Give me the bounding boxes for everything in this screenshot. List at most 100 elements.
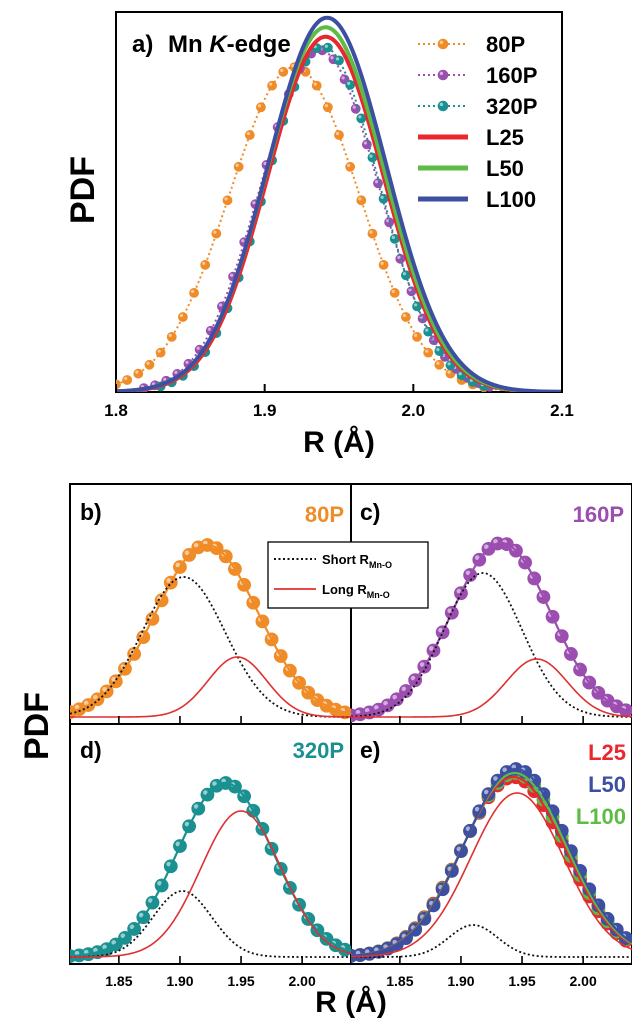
series-160p-point-highlight [207, 327, 211, 331]
panel-c-160p-point-highlight [465, 570, 471, 576]
panel-d-320p-point-highlight [166, 861, 171, 867]
legend-long-text: Long RMn-O [322, 582, 390, 600]
series-80p-point-highlight [391, 289, 395, 294]
legend-80p-label: 80P [486, 32, 525, 57]
panel-b-curves [70, 538, 351, 720]
series-80p-point [267, 80, 277, 91]
series-320p-point [334, 55, 344, 66]
series-320p-point-highlight [447, 362, 451, 366]
series-80p-point [122, 375, 133, 385]
panel-c-160p-point-highlight [429, 646, 434, 651]
series-320p-point-highlight [358, 115, 362, 119]
panel-b-80p-point-highlight [93, 694, 98, 700]
panel-a-x-tick-label: 2.1 [550, 401, 574, 420]
series-80p-point-highlight [168, 333, 172, 338]
series-80p-point [189, 288, 199, 298]
series-160p-point-highlight [408, 288, 412, 292]
panel-d-320p-point-highlight [203, 790, 208, 795]
series-320p-point-highlight [369, 154, 373, 158]
series-80p-point-highlight [157, 349, 161, 353]
panel-e-long-component [351, 792, 632, 958]
legend-160p-marker [437, 69, 449, 81]
series-80p-point-highlight [369, 230, 373, 234]
lower-x-tick-label: 1.90 [166, 973, 193, 989]
panel-c-160p-point-highlight [374, 705, 379, 710]
lower-x-tick-label: 1.95 [227, 973, 254, 989]
legend-box [267, 541, 429, 609]
panel-d-320p-point-highlight [111, 940, 117, 945]
panel-c-curves [351, 536, 632, 723]
panel-e-legend-l25: L25 [588, 740, 626, 765]
lower-grid-x-axis-label: R (Å) [315, 986, 387, 1019]
panel-c-160p-fit [351, 541, 632, 717]
panel-e-l50-point-highlight [465, 826, 471, 832]
legend-320p-marker-highlight [439, 102, 444, 107]
series-80p-point [412, 331, 422, 342]
series-160p-point-highlight [386, 219, 390, 223]
panel-a-x-tick-label: 1.8 [104, 401, 128, 420]
series-80p-point-highlight [347, 163, 351, 167]
panel-d-long-component [70, 810, 351, 958]
panel-e-legend: L25 L50 L100 [576, 740, 626, 829]
series-160p-point-highlight [163, 377, 167, 381]
legend-l100-label: L100 [486, 187, 536, 212]
series-160p-point-highlight [341, 76, 345, 80]
series-80p-point-highlight [224, 197, 228, 201]
panel-d-320p-point-highlight [175, 841, 181, 847]
series-80p-point [211, 228, 222, 239]
panel-a-label: a) [132, 31, 153, 58]
series-80p-point-highlight [257, 104, 262, 108]
series-80p-point-highlight [402, 313, 407, 318]
lower-x-tick-label: 1.85 [105, 973, 132, 989]
panel-e-l50-point-highlight [351, 952, 352, 955]
legend-80p-marker [437, 38, 449, 50]
legend-l25-label: L25 [486, 125, 524, 150]
series-80p-point-highlight [135, 370, 139, 374]
series-80p-point [166, 331, 177, 342]
series-80p-point-highlight [124, 376, 128, 381]
series-160p-point-highlight [241, 239, 245, 243]
panel-e-short-component [351, 924, 632, 958]
panel-d-320p-point-highlight [102, 944, 107, 950]
series-80p-point [233, 161, 244, 172]
panel-c-160p-point-highlight [351, 712, 352, 715]
panel-a-x-tick-label: 2.0 [402, 401, 426, 420]
series-80p-point [311, 80, 322, 91]
panel-c-160p-point-highlight [474, 555, 480, 560]
panel-b-short-component [70, 576, 351, 718]
series-80p-point-highlight [235, 163, 239, 167]
panel-d-320p-point-highlight [157, 881, 162, 886]
panel-d-320p-point-highlight [148, 898, 153, 903]
series-80p-point [278, 66, 289, 77]
series-160p-point-highlight [174, 370, 178, 375]
lower-grid-y-axis-label: PDF [18, 692, 56, 760]
lower-x-tick-label: 1.95 [508, 973, 535, 989]
panel-c-long-component [351, 658, 632, 718]
series-80p-point [144, 359, 155, 370]
lower-x-tick-label: 1.85 [386, 973, 413, 989]
panel-e-l50-point-highlight [502, 767, 507, 773]
panel-b-sample-label: 80P [305, 502, 344, 527]
series-l25-line [116, 34, 562, 392]
series-160p-point [350, 103, 361, 114]
series-80p-point-highlight [335, 131, 340, 136]
panel-b-80p-point-highlight [102, 687, 107, 692]
legend-320p-label: 320P [486, 94, 537, 119]
panel-c-160p-point-highlight [401, 686, 407, 692]
panel-c-160p-point-highlight [484, 544, 489, 550]
series-160p-point-highlight [218, 303, 223, 307]
series-80p-point-highlight [246, 131, 250, 136]
panel-d-sample-label: 320P [293, 738, 344, 763]
series-80p-point [155, 347, 166, 358]
series-l100-line [116, 15, 562, 392]
panel-c-160p-point-highlight [493, 539, 498, 544]
series-80p-point-highlight [213, 230, 217, 234]
series-160p-point-highlight [363, 141, 368, 145]
series-160p-point-highlight [330, 56, 334, 60]
series-320p-point-highlight [458, 372, 462, 376]
panel-c-160p-point-highlight [447, 608, 452, 613]
series-160p-point-highlight [151, 382, 156, 386]
panel-d-short-component [70, 890, 351, 958]
panel-a-x-ticks: 1.8 1.9 2.0 2.1 [104, 384, 574, 420]
panel-a-legend: 80P 160P 320P L25 L50 L100 [418, 32, 537, 212]
